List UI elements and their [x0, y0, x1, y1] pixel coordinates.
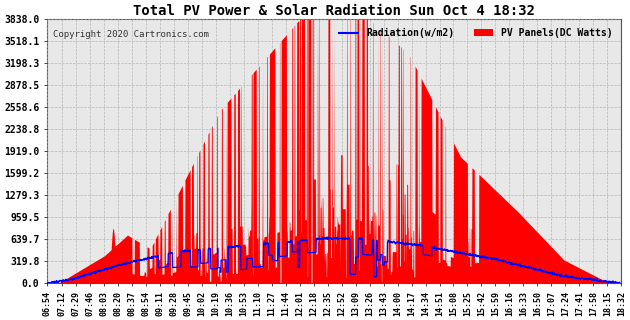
Title: Total PV Power & Solar Radiation Sun Oct 4 18:32: Total PV Power & Solar Radiation Sun Oct…: [133, 4, 536, 18]
Legend: Radiation(w/m2), PV Panels(DC Watts): Radiation(w/m2), PV Panels(DC Watts): [335, 24, 617, 42]
Text: Copyright 2020 Cartronics.com: Copyright 2020 Cartronics.com: [53, 30, 209, 39]
